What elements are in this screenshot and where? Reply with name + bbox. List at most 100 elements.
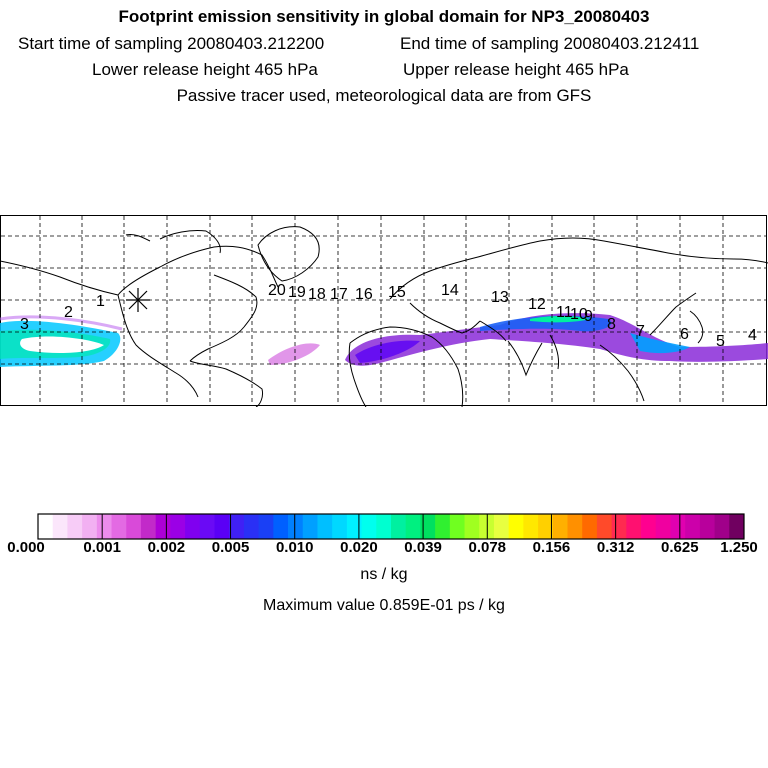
colorbar-cell xyxy=(523,514,539,539)
asterisk-icon xyxy=(126,288,150,312)
plume-africa-core xyxy=(355,340,420,363)
trajectory-label-3: 3 xyxy=(20,316,29,333)
trajectory-label-17: 17 xyxy=(330,286,348,303)
trajectory-label-7: 7 xyxy=(636,323,645,340)
trajectory-label-15: 15 xyxy=(388,284,406,301)
coastlines xyxy=(0,226,768,407)
colorbar-cell xyxy=(361,514,377,539)
colorbar-cells xyxy=(38,514,745,539)
trajectory-label-20: 20 xyxy=(268,282,286,299)
plume-pacific-hole xyxy=(20,336,104,353)
trajectory-label-16: 16 xyxy=(355,286,373,303)
trajectory-label-14: 14 xyxy=(441,282,459,299)
colorbar-cell xyxy=(317,514,333,539)
upper-height-text: Upper release height 465 hPa xyxy=(403,60,629,79)
colorbar-cell xyxy=(538,514,554,539)
colorbar-tick-label: 1.250 xyxy=(720,539,758,556)
colorbar-cell xyxy=(273,514,289,539)
coast-south-america xyxy=(189,360,263,407)
colorbar-tick-label: 0.020 xyxy=(340,539,378,556)
coast-europe-asia xyxy=(389,237,768,402)
tracer-note: Passive tracer used, meteorological data… xyxy=(176,86,592,105)
colorbar-cell xyxy=(611,514,627,539)
coast-greenland xyxy=(257,226,320,282)
colorbar-cell xyxy=(96,514,112,539)
trajectory-label-13: 13 xyxy=(491,289,509,306)
colorbar-cell xyxy=(38,514,54,539)
colorbar-tick-label: 0.625 xyxy=(661,539,699,556)
trajectory-label-8: 8 xyxy=(607,316,616,333)
colorbar-cell xyxy=(376,514,392,539)
trajectory-label-19: 19 xyxy=(288,284,306,301)
coast-north-america xyxy=(0,230,279,398)
colorbar-cell xyxy=(302,514,318,539)
colorbar-cell xyxy=(405,514,421,539)
colorbar-cell xyxy=(420,514,436,539)
colorbar-cell xyxy=(641,514,657,539)
colorbar-tick-label: 0.002 xyxy=(147,539,186,556)
colorbar-cell xyxy=(508,514,524,539)
plume-atlantic xyxy=(268,343,320,365)
map-frame xyxy=(0,215,767,406)
plume-east-core xyxy=(630,333,690,354)
colorbar-cell xyxy=(714,514,730,539)
maximum-value-text: Maximum value 0.859E-01 ps / kg xyxy=(263,597,505,614)
trajectory-label-5: 5 xyxy=(716,333,725,350)
trajectory-label-18: 18 xyxy=(308,286,326,303)
colorbar-tick-label: 0.010 xyxy=(275,539,314,556)
colorbar-cell xyxy=(67,514,83,539)
colorbar-cell xyxy=(729,514,745,539)
colorbar-cell xyxy=(82,514,98,539)
colorbar-cell xyxy=(170,514,186,539)
colorbar-tick-label: 0.078 xyxy=(468,539,507,556)
lower-height-text: Lower release height 465 hPa xyxy=(92,60,318,79)
colorbar-cell xyxy=(699,514,715,539)
colorbar-tick-label: 0.039 xyxy=(404,539,442,556)
colorbar-cell xyxy=(567,514,583,539)
colorbar-cell xyxy=(435,514,451,539)
colorbar-cell xyxy=(288,514,304,539)
colorbar-cell xyxy=(155,514,171,539)
colorbar-cell xyxy=(111,514,127,539)
colorbar-cell xyxy=(552,514,568,539)
colorbar-cell xyxy=(449,514,465,539)
colorbar-cell xyxy=(464,514,480,539)
end-time-text: End time of sampling 20080403.212411 xyxy=(400,34,700,53)
colorbar xyxy=(37,513,745,540)
colorbar-cell xyxy=(214,514,230,539)
coast-india xyxy=(507,340,543,377)
colorbar-cell xyxy=(126,514,142,539)
colorbar-cell xyxy=(199,514,215,539)
colorbar-tick-label: 0.156 xyxy=(532,539,571,556)
trajectory-label-11: 11 xyxy=(556,304,573,321)
colorbar-cell xyxy=(655,514,671,539)
colorbar-cell xyxy=(582,514,598,539)
colorbar-cell xyxy=(52,514,68,539)
sensitivity-plumes xyxy=(0,313,768,367)
plume-pacific-edge xyxy=(0,315,123,331)
colorbar-cell xyxy=(493,514,510,539)
colorbar-cell xyxy=(346,514,362,539)
colorbar-cell xyxy=(685,514,701,539)
coast-africa xyxy=(348,326,464,407)
trajectory-label-2: 2 xyxy=(64,304,73,321)
coast-japan xyxy=(689,310,704,344)
colorbar-cell xyxy=(596,514,613,539)
colorbar-frame xyxy=(37,513,745,540)
trajectory-label-6: 6 xyxy=(680,326,689,343)
colorbar-tick-label: 0.312 xyxy=(596,539,635,556)
colorbar-cell xyxy=(332,514,348,539)
trajectory-label-4: 4 xyxy=(748,327,757,344)
colorbar-cell xyxy=(258,514,274,539)
colorbar-tick-label: 0.001 xyxy=(83,539,121,556)
colorbar-cell xyxy=(140,514,157,539)
colorbar-cell xyxy=(626,514,642,539)
colorbar-tick-label: 0.005 xyxy=(211,539,250,556)
plume-asia-peak xyxy=(530,316,590,323)
trajectory-label-9: 9 xyxy=(584,308,593,325)
trajectory-label-1: 1 xyxy=(96,293,105,310)
colorbar-cell xyxy=(243,514,260,539)
colorbar-cell xyxy=(229,514,245,539)
